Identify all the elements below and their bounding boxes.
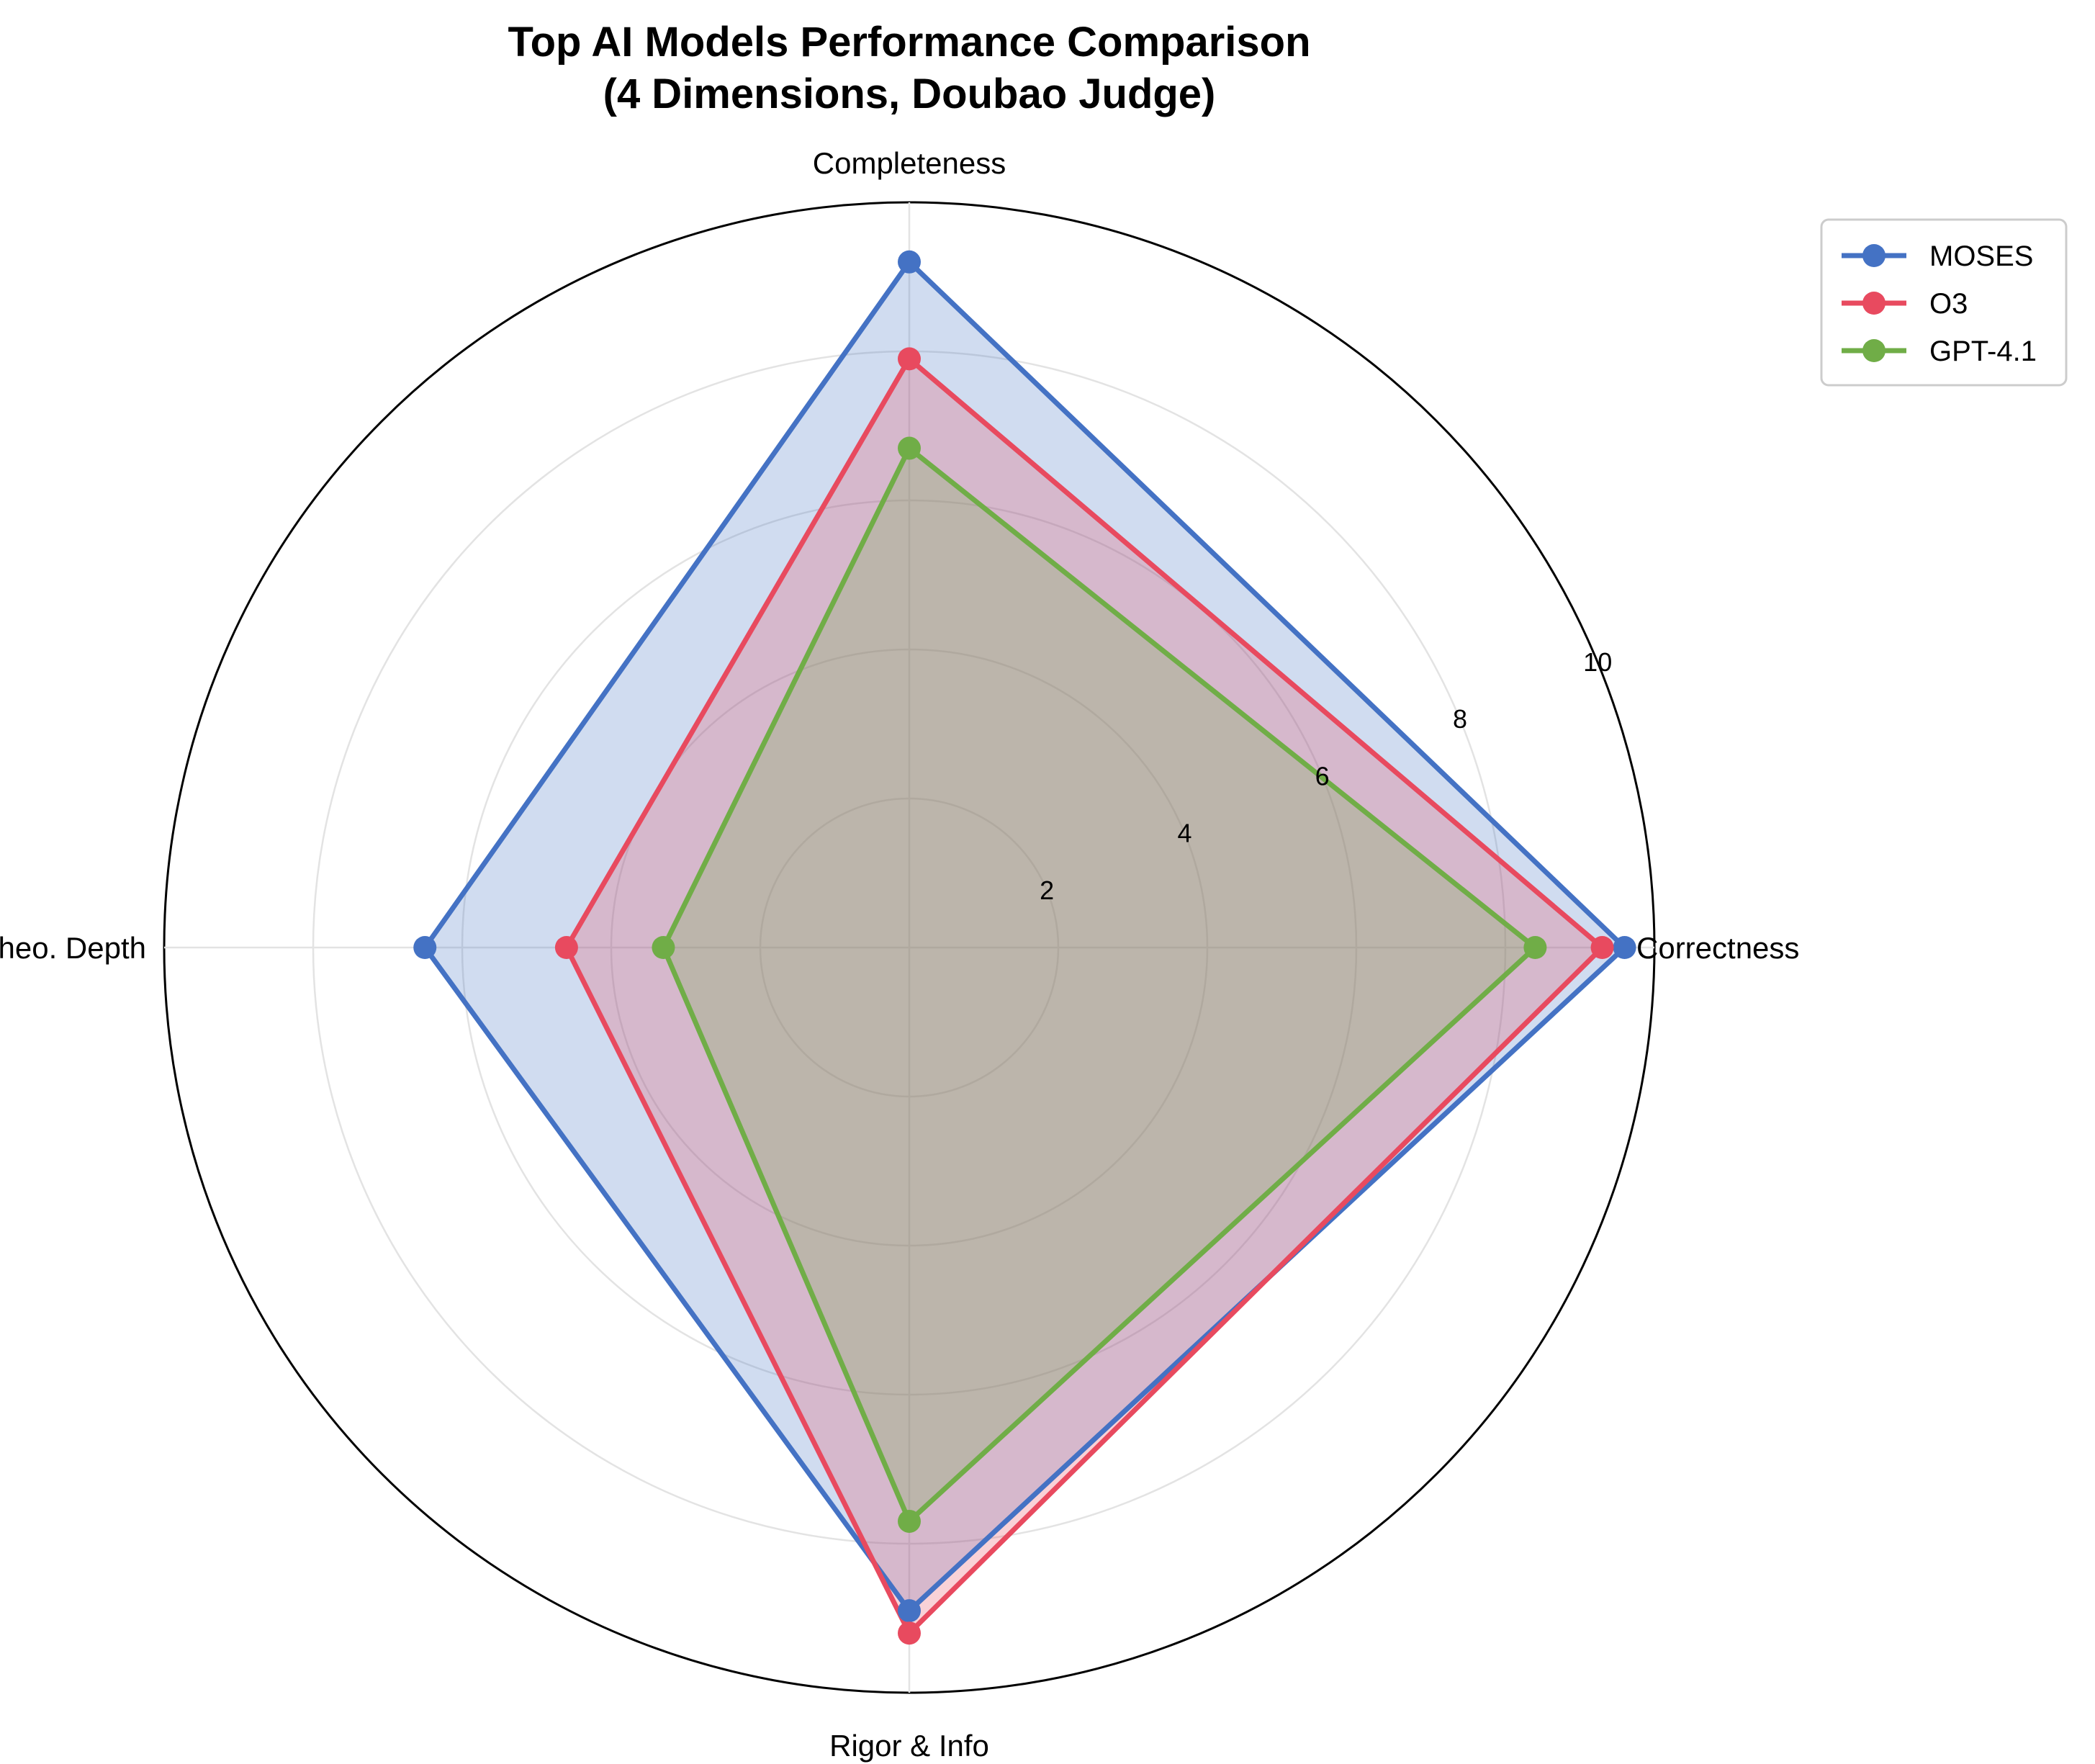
- series-fills: [425, 261, 1625, 1634]
- data-point-1-2: [554, 936, 578, 959]
- radar-grid: [163, 201, 1656, 1694]
- tick-label-10: 10: [1583, 647, 1612, 677]
- data-point-1-0: [1590, 936, 1614, 959]
- axis-label-0: Correctness: [1636, 931, 1799, 965]
- axis-label-3: Rigor & Info: [829, 1729, 989, 1763]
- chart-title: Top AI Models Performance Comparison: [508, 19, 1310, 66]
- axis-label-1: Completeness: [813, 146, 1006, 180]
- data-point-0-2: [413, 936, 437, 959]
- tick-label-4: 4: [1177, 819, 1191, 848]
- axis-labels: Correctness Completeness Theo. Depth Rigor …: [0, 146, 1799, 1763]
- legend-label-2: GPT-4.1: [1929, 336, 2037, 367]
- radial-tick-labels: 2 4 6 8 10: [1040, 647, 1612, 905]
- tick-label-6: 6: [1315, 761, 1330, 791]
- legend-label-0: MOSES: [1929, 240, 2033, 272]
- data-point-1-3: [898, 1621, 921, 1645]
- axis-label-2: Theo. Depth: [0, 931, 146, 965]
- series-fill-2: [663, 448, 1536, 1521]
- data-point-1-1: [898, 347, 921, 371]
- data-point-2-2: [652, 936, 675, 959]
- legend-marker-2: [1862, 339, 1886, 362]
- data-point-2-0: [1523, 936, 1547, 959]
- data-point-2-1: [898, 436, 921, 460]
- data-point-2-3: [898, 1509, 921, 1533]
- legend: MOSES O3 GPT-4.1: [1820, 218, 2068, 387]
- data-point-0-3: [898, 1599, 921, 1623]
- data-point-0-1: [898, 250, 921, 274]
- series-fill-1: [566, 359, 1603, 1634]
- data-point-0-0: [1613, 936, 1636, 959]
- legend-marker-1: [1862, 292, 1886, 315]
- chart-subtitle: (4 Dimensions, Doubao Judge): [603, 71, 1216, 117]
- tick-label-2: 2: [1040, 876, 1054, 905]
- legend-label-1: O3: [1929, 288, 1968, 320]
- legend-marker-0: [1862, 244, 1886, 267]
- series-fill-0: [425, 261, 1625, 1611]
- series-markers: [413, 250, 1636, 1645]
- tick-label-8: 8: [1453, 704, 1467, 734]
